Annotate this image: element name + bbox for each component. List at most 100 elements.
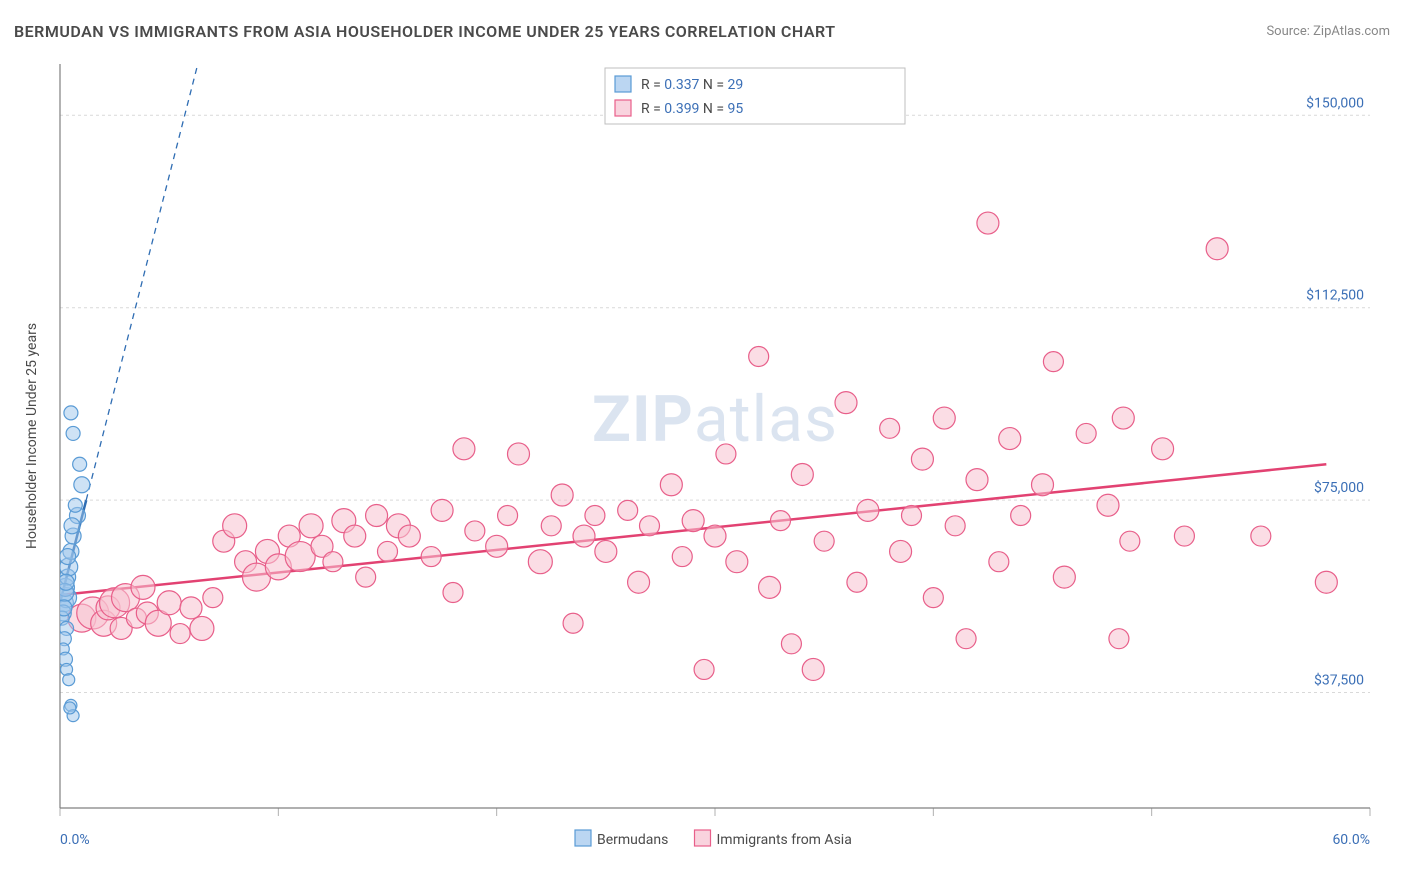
data-point xyxy=(857,499,879,521)
data-point xyxy=(595,540,617,562)
x-max-label: 60.0% xyxy=(1332,832,1370,848)
data-point xyxy=(541,516,561,536)
data-point xyxy=(660,474,682,496)
data-point xyxy=(890,540,912,562)
data-point xyxy=(453,438,475,460)
data-point xyxy=(771,511,791,531)
data-point xyxy=(528,550,552,574)
data-point xyxy=(157,591,181,615)
watermark: ZIPatlas xyxy=(592,382,838,457)
source-label: Source: xyxy=(1266,24,1309,39)
data-point xyxy=(640,516,660,536)
y-tick-label: $75,000 xyxy=(1314,479,1364,496)
data-point xyxy=(835,392,857,414)
stats-swatch xyxy=(615,100,631,116)
data-point xyxy=(74,477,90,493)
data-point xyxy=(66,426,80,440)
x-min-label: 0.0% xyxy=(60,832,90,848)
legend-label: Immigrants from Asia xyxy=(717,832,852,848)
data-point xyxy=(945,516,965,536)
legend-swatch xyxy=(575,830,591,846)
data-point xyxy=(344,525,366,547)
data-point xyxy=(64,518,80,534)
data-point xyxy=(977,212,999,234)
data-point xyxy=(781,634,801,654)
data-point xyxy=(64,406,78,420)
data-point xyxy=(956,629,976,649)
data-point xyxy=(672,547,692,567)
scatter-chart: $37,500$75,000$112,500$150,000Householde… xyxy=(14,56,1392,860)
data-point xyxy=(933,407,955,429)
data-point xyxy=(966,469,988,491)
data-point xyxy=(618,500,638,520)
data-point xyxy=(682,510,704,532)
data-point xyxy=(323,552,343,572)
data-point xyxy=(508,443,530,465)
data-point xyxy=(498,506,518,526)
data-point xyxy=(989,552,1009,572)
data-point xyxy=(1152,438,1174,460)
data-point xyxy=(421,547,441,567)
data-point xyxy=(1053,566,1075,588)
data-point xyxy=(563,613,583,633)
y-tick-label: $112,500 xyxy=(1306,287,1364,304)
stats-swatch xyxy=(615,76,631,92)
data-point xyxy=(431,499,453,521)
data-point xyxy=(63,674,75,686)
legend-label: Bermudans xyxy=(597,832,668,848)
data-point xyxy=(131,575,155,599)
data-point xyxy=(802,658,824,680)
source-attribution: Source: ZipAtlas.com xyxy=(1266,24,1390,39)
data-point xyxy=(366,505,388,527)
data-point xyxy=(1032,474,1054,496)
data-point xyxy=(704,525,726,547)
chart-bg xyxy=(14,56,1392,860)
data-point xyxy=(299,514,323,538)
data-point xyxy=(1251,526,1271,546)
data-point xyxy=(223,514,247,538)
data-point xyxy=(398,525,420,547)
data-point xyxy=(902,506,922,526)
data-point xyxy=(60,549,76,565)
chart-title: BERMUDAN VS IMMIGRANTS FROM ASIA HOUSEHO… xyxy=(14,22,836,41)
data-point xyxy=(1206,238,1228,260)
data-point xyxy=(190,616,214,640)
data-point xyxy=(1109,629,1129,649)
stats-row: R = 0.399 N = 95 xyxy=(641,101,743,117)
data-point xyxy=(585,506,605,526)
data-point xyxy=(1011,506,1031,526)
data-point xyxy=(64,702,76,714)
data-point xyxy=(726,551,748,573)
data-point xyxy=(923,588,943,608)
data-point xyxy=(1043,352,1063,372)
data-point xyxy=(1315,571,1337,593)
data-point xyxy=(1076,423,1096,443)
data-point xyxy=(1120,531,1140,551)
data-point xyxy=(1174,526,1194,546)
data-point xyxy=(791,463,813,485)
data-point xyxy=(356,567,376,587)
data-point xyxy=(378,541,398,561)
data-point xyxy=(68,498,82,512)
data-point xyxy=(73,457,87,471)
data-point xyxy=(759,576,781,598)
data-point xyxy=(170,624,190,644)
data-point xyxy=(999,428,1021,450)
data-point xyxy=(551,484,573,506)
y-axis-label: Householder Income Under 25 years xyxy=(24,323,40,549)
data-point xyxy=(749,346,769,366)
data-point xyxy=(465,521,485,541)
data-point xyxy=(716,444,736,464)
data-point xyxy=(180,597,202,619)
data-point xyxy=(911,448,933,470)
data-point xyxy=(880,418,900,438)
data-point xyxy=(203,588,223,608)
data-point xyxy=(847,572,867,592)
stats-row: R = 0.337 N = 29 xyxy=(641,77,743,93)
data-point xyxy=(694,659,714,679)
data-point xyxy=(814,531,834,551)
legend-swatch xyxy=(695,830,711,846)
y-tick-label: $150,000 xyxy=(1306,94,1364,111)
data-point xyxy=(628,571,650,593)
data-point xyxy=(1097,494,1119,516)
